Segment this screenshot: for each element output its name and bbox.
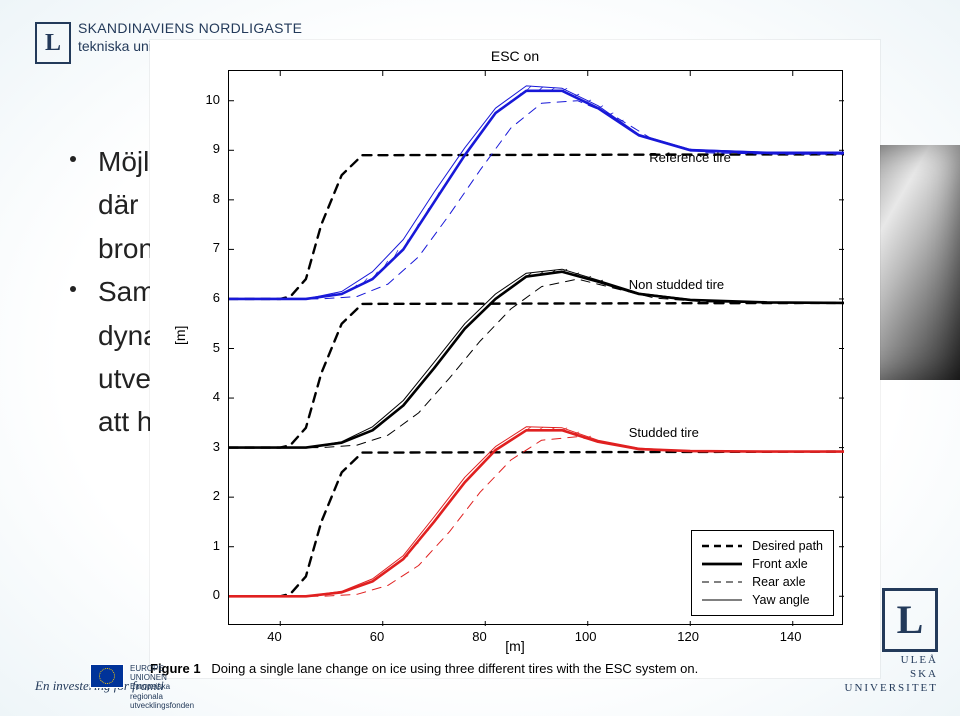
- ytick-label: 0: [180, 587, 220, 602]
- bg-b2-l1: Sam: [98, 276, 156, 307]
- logo-large-line1: ULEÅ: [845, 654, 939, 666]
- tagline-line1: SKANDINAVIENS NORDLIGASTE: [78, 20, 302, 38]
- eu-block: EUROPE UNIONEN Europeiska regionala utve…: [90, 664, 194, 710]
- logo-large: L ULEÅ SKA UNIVERSITET: [845, 588, 939, 694]
- ytick-label: 3: [180, 439, 220, 454]
- eu-flag-icon: [90, 664, 124, 688]
- bg-b2-l4: att h: [98, 406, 152, 437]
- series-label-nonstud: Non studded tire: [629, 277, 724, 292]
- legend-row-front: Front axle: [700, 555, 823, 573]
- legend-label-desired: Desired path: [752, 537, 823, 555]
- logo-small: L: [35, 22, 71, 64]
- bg-b1-l3: bron: [98, 233, 154, 264]
- logo-large-letter: L: [882, 588, 938, 652]
- series-label-studded: Studded tire: [629, 425, 699, 440]
- chart-legend: Desired path Front axle Rear axle Yaw an…: [691, 530, 834, 617]
- legend-label-rear: Rear axle: [752, 573, 806, 591]
- eu-l1: EUROPE: [130, 664, 164, 673]
- chart-title: ESC on: [150, 48, 880, 64]
- bg-b1-l1: Möjl: [98, 146, 149, 177]
- legend-label-yaw: Yaw angle: [752, 591, 809, 609]
- legend-row-rear: Rear axle: [700, 573, 823, 591]
- series-label-reference: Reference tire: [649, 150, 731, 165]
- eu-l2: UNIONEN: [130, 673, 167, 682]
- ytick-label: 10: [180, 92, 220, 107]
- legend-row-desired: Desired path: [700, 537, 823, 555]
- ytick-label: 5: [180, 340, 220, 355]
- plot-area: Reference tire Non studded tire Studded ti…: [228, 70, 843, 625]
- eu-text: EUROPE UNIONEN Europeiska regionala utve…: [130, 664, 194, 710]
- caption-text: Doing a single lane change on ice using …: [211, 661, 698, 676]
- x-axis-label: [m]: [150, 638, 880, 654]
- ytick-label: 8: [180, 191, 220, 206]
- logo-large-line3: UNIVERSITET: [845, 682, 939, 694]
- chart-panel: ESC on [m] 012345678910 406080100120140 …: [150, 40, 880, 678]
- bg-b2-l3: utve: [98, 363, 151, 394]
- ytick-label: 2: [180, 488, 220, 503]
- ytick-label: 1: [180, 538, 220, 553]
- ytick-label: 4: [180, 389, 220, 404]
- eu-l5: utvecklingsfonden: [130, 701, 194, 710]
- legend-label-front: Front axle: [752, 555, 808, 573]
- background-bullet-list: Möjl där bron Sam dyna utve att h: [70, 140, 159, 444]
- eu-l3: Europeiska: [130, 682, 170, 691]
- legend-row-yaw: Yaw angle: [700, 591, 823, 609]
- chart-caption: Figure 1 Doing a single lane change on i…: [150, 661, 698, 676]
- ytick-label: 9: [180, 141, 220, 156]
- bg-b1-l2: där: [98, 189, 138, 220]
- logo-large-line2: SKA: [845, 668, 939, 680]
- ytick-label: 6: [180, 290, 220, 305]
- ytick-label: 7: [180, 240, 220, 255]
- eu-l4: regionala: [130, 692, 163, 701]
